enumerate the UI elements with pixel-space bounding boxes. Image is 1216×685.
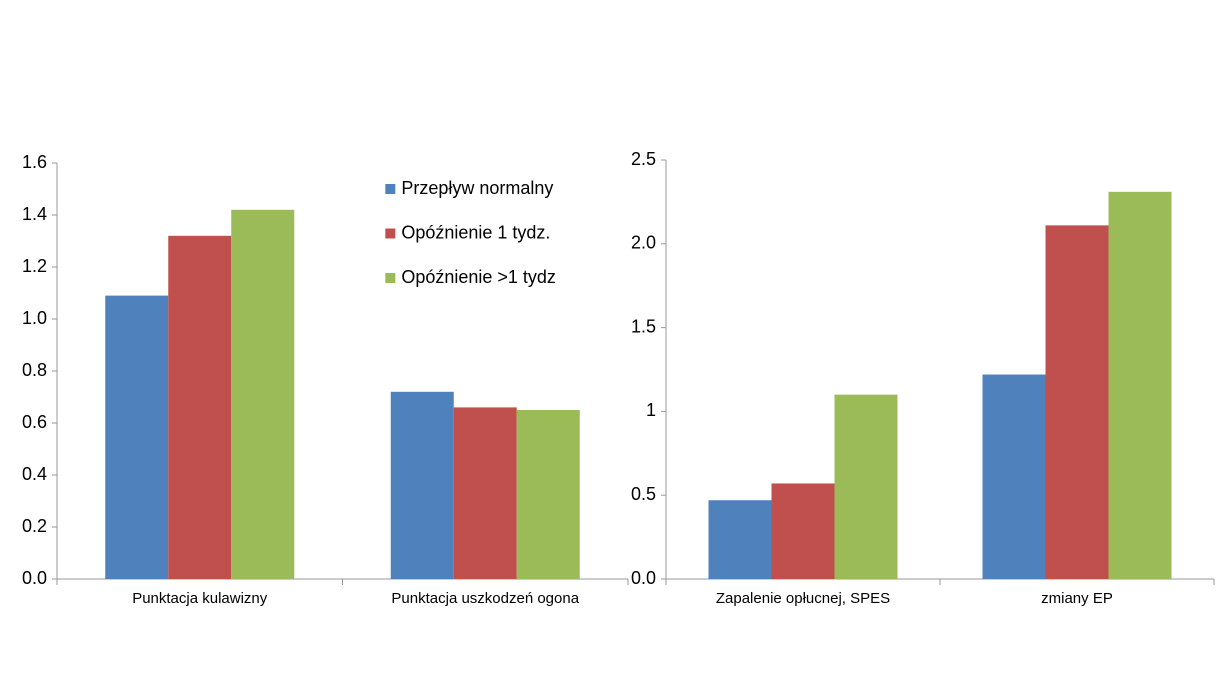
bar <box>982 374 1046 579</box>
legend-label: Przepływ normalny <box>401 178 553 198</box>
y-tick-label: 2.0 <box>631 233 656 253</box>
bar <box>1045 225 1109 579</box>
bar <box>105 295 169 579</box>
bar <box>516 410 580 579</box>
x-tick-label: Punktacja kulawizny <box>132 590 268 607</box>
x-tick-label: Zapalenie opłucnej, SPES <box>716 590 890 607</box>
y-tick-label: 1.4 <box>22 204 47 224</box>
bar <box>771 483 835 579</box>
y-tick-label: 0.0 <box>22 568 47 588</box>
y-tick-label: 0.0 <box>631 568 656 588</box>
y-tick-label: 1.2 <box>22 256 47 276</box>
legend-swatch <box>385 273 396 283</box>
y-tick-label: 1 <box>646 400 656 420</box>
y-tick-label: 1.6 <box>22 152 47 172</box>
legend-swatch <box>385 184 396 194</box>
bar <box>453 407 517 579</box>
bar <box>1108 191 1172 579</box>
y-tick-label: 0.6 <box>22 412 47 432</box>
y-tick-label: 0.8 <box>22 360 47 380</box>
bar <box>834 394 898 579</box>
bar <box>390 391 454 579</box>
y-tick-label: 0.2 <box>22 516 47 536</box>
bar <box>231 209 295 580</box>
y-tick-label: 1.0 <box>22 308 47 328</box>
bar <box>168 235 232 580</box>
legend-swatch <box>385 228 396 239</box>
x-tick-label: zmiany EP <box>1041 590 1113 607</box>
bar <box>708 500 772 579</box>
y-tick-label: 1.5 <box>631 316 656 336</box>
legend-label: Opóźnienie >1 tydz <box>401 267 556 287</box>
x-tick-label: Punktacja uszkodzeń ogona <box>391 590 579 607</box>
y-tick-label: 0.5 <box>631 484 656 504</box>
y-tick-label: 2.5 <box>631 149 656 169</box>
y-tick-label: 0.4 <box>22 464 47 484</box>
legend-label: Opóźnienie 1 tydz. <box>401 222 550 242</box>
